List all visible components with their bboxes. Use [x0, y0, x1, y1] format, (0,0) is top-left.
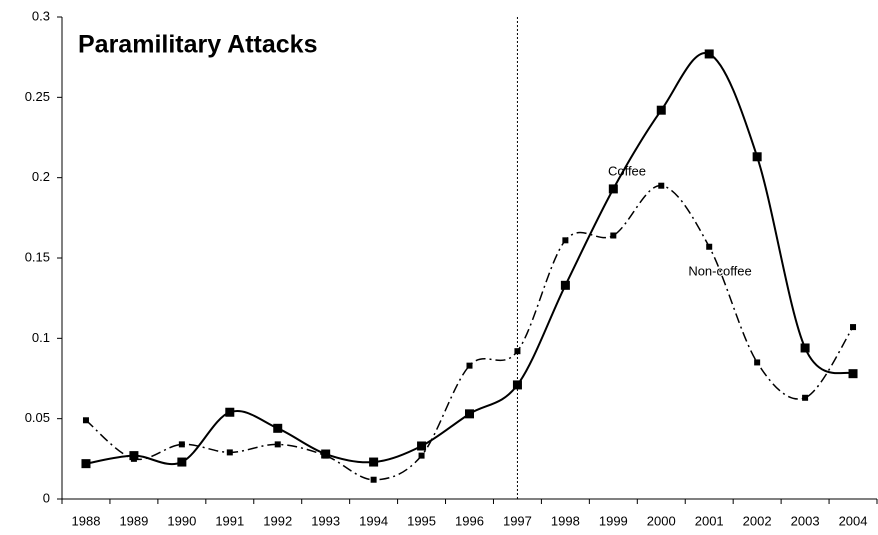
x-tick-label: 1989 — [119, 513, 148, 528]
series-label: Non-coffee — [688, 263, 751, 278]
series-line — [85, 52, 854, 466]
point — [562, 237, 569, 244]
x-tick-label: 2002 — [743, 513, 772, 528]
x-tick-label: 2001 — [695, 513, 724, 528]
y-tick-label: 0.05 — [25, 410, 50, 425]
point — [322, 452, 329, 459]
x-tick-label: 1996 — [455, 513, 484, 528]
y-tick-label: 0.2 — [32, 169, 50, 184]
y-tick-label: 0 — [43, 490, 50, 505]
x-tick-label: 2000 — [647, 513, 676, 528]
point — [512, 380, 522, 390]
point — [417, 441, 427, 451]
point — [802, 394, 809, 401]
point — [369, 457, 379, 467]
chart-title: Paramilitary Attacks — [78, 31, 317, 59]
x-tick-label: 2003 — [791, 513, 820, 528]
point — [850, 324, 857, 331]
y-tick-label: 0.15 — [25, 249, 50, 264]
point — [273, 423, 283, 433]
series-line — [85, 184, 854, 481]
point — [465, 409, 474, 419]
y-tick-label: 0.1 — [32, 330, 50, 345]
point — [704, 49, 714, 59]
x-tick-label: 1991 — [215, 513, 244, 528]
point — [226, 449, 233, 456]
point — [177, 457, 187, 467]
x-tick-label: 1988 — [72, 513, 101, 528]
point — [370, 476, 377, 483]
point — [81, 459, 91, 469]
y-tick-label: 0.25 — [25, 89, 50, 104]
point — [129, 451, 139, 461]
series-label: Coffee — [608, 163, 646, 178]
point — [610, 232, 617, 239]
point — [225, 407, 235, 417]
point — [418, 452, 425, 459]
point — [560, 280, 570, 290]
point — [608, 184, 618, 194]
x-tick-label: 1998 — [551, 513, 580, 528]
point — [800, 343, 810, 353]
x-tick-label: 1990 — [167, 513, 196, 528]
x-tick-label: 1993 — [311, 513, 340, 528]
x-tick-label: 2004 — [839, 513, 868, 528]
x-tick-label: 1995 — [407, 513, 436, 528]
point — [658, 182, 665, 189]
point — [752, 152, 762, 162]
point — [706, 243, 713, 250]
point — [754, 359, 761, 366]
x-tick-label: 1992 — [263, 513, 292, 528]
x-tick-label: 1994 — [359, 513, 388, 528]
point — [82, 417, 89, 424]
point — [274, 441, 281, 448]
y-tick-label: 0.3 — [32, 8, 50, 23]
point — [656, 105, 666, 115]
point — [848, 369, 858, 379]
x-tick-label: 1997 — [503, 513, 532, 528]
point — [178, 441, 185, 448]
x-tick-label: 1999 — [599, 513, 628, 528]
point — [130, 455, 137, 462]
point — [466, 362, 473, 369]
point — [514, 348, 521, 355]
